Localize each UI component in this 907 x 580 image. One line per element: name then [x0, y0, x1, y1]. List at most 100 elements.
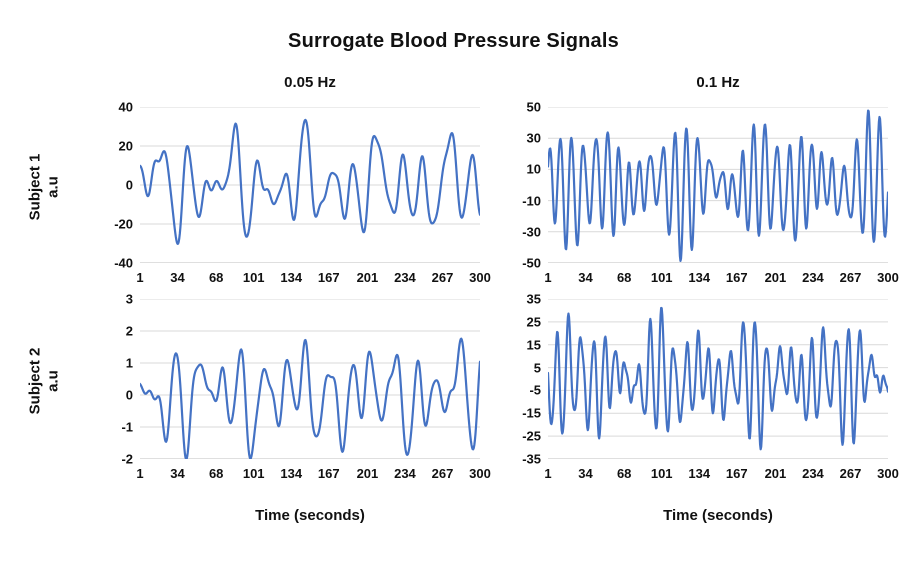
x-tick-label: 167: [725, 466, 748, 481]
x-tick-label: 300: [469, 466, 491, 481]
corner-spacer: [16, 67, 72, 97]
y-tick-label: -2: [121, 451, 133, 467]
y-tick-label: 5: [533, 360, 541, 376]
x-tick-label: 167: [317, 466, 340, 481]
x-tick-label: 1: [136, 466, 144, 481]
x-axis-label-right: Time (seconds): [663, 507, 773, 524]
x-tick-label: 68: [208, 270, 224, 285]
y-tick-label: 50: [526, 99, 541, 115]
y-tick-label: 15: [526, 337, 541, 353]
row-label-subject-2-unit: a.u: [44, 370, 61, 392]
subplot-grid: 0.05 Hz 0.1 Hz Subject 1 a.u -40 -20 0 20 40…: [16, 67, 907, 539]
bottom-left-spacer: [16, 495, 72, 539]
line-chart-svg: [140, 107, 480, 263]
x-tick-label: 101: [650, 270, 673, 285]
x-axis-ticks: 1 34 68 101 134 167 201 234 267 300: [136, 263, 490, 289]
y-axis-ticks: -40 -20 0 20 40: [98, 100, 140, 271]
x-tick-label: 134: [688, 270, 711, 285]
x-tick-label: 267: [431, 466, 454, 481]
y-tick-label: -20: [114, 216, 133, 232]
y-tick-label: -50: [522, 255, 541, 271]
x-tick-label: 68: [616, 270, 632, 285]
x-tick-label: 34: [578, 270, 593, 285]
x-axis-ticks: 1 34 68 101 134 167 201 234 267 300: [136, 459, 490, 485]
x-tick-label: 68: [208, 466, 224, 481]
signal-line: [140, 339, 480, 459]
x-tick-label: 134: [280, 270, 303, 285]
row-label-subject-1: Subject 1 a.u: [16, 107, 72, 289]
x-tick-label: 1: [136, 270, 144, 285]
y-tick-label: 10: [526, 161, 541, 177]
x-tick-label: 167: [317, 270, 340, 285]
x-tick-label: 201: [764, 270, 787, 285]
plot-area: [140, 107, 480, 263]
x-tick-label: 34: [170, 466, 185, 481]
y-tick-label: 40: [118, 99, 133, 115]
x-tick-label: 300: [469, 270, 491, 285]
row-label-subject-2-text: Subject 2: [26, 347, 43, 415]
y-tick-label: -15: [522, 405, 541, 421]
figure-title: Surrogate Blood Pressure Signals: [288, 30, 619, 52]
signal-line: [140, 120, 480, 244]
x-tick-label: 101: [242, 466, 265, 481]
x-tick-label: 267: [431, 270, 454, 285]
x-tick-label: 234: [802, 270, 824, 285]
x-axis-ticks: 1 34 68 101 134 167 201 234 267 300: [544, 459, 898, 485]
y-tick-label: 3: [125, 291, 133, 307]
y-tick-label: 1: [125, 355, 133, 371]
signal-line: [548, 308, 888, 449]
x-tick-label: 201: [356, 466, 379, 481]
x-tick-label: 68: [616, 466, 632, 481]
y-tick-label: 20: [118, 138, 133, 154]
panel-subject2-0.05hz: -2 -1 0 1 2 3 1 34 68 101 134 167 201 234 267 300: [98, 292, 490, 485]
plot-area: [548, 299, 888, 459]
y-tick-label: 35: [526, 291, 541, 307]
plot-area: [548, 107, 888, 263]
y-tick-label: -40: [114, 255, 133, 271]
y-tick-label: 0: [125, 387, 133, 403]
signal-line: [548, 111, 888, 261]
x-tick-label: 234: [394, 466, 416, 481]
x-tick-label: 101: [650, 466, 673, 481]
y-tick-label: 25: [526, 314, 541, 330]
x-tick-label: 234: [394, 270, 416, 285]
y-axis-ticks: -35 -25 -15 -5 5 15 25 35: [506, 292, 548, 467]
panel-subject1-0.05hz: -40 -20 0 20 40 1 34 68 101 134 167 201 234 267 300: [98, 100, 491, 289]
x-tick-label: 234: [802, 466, 824, 481]
x-tick-label: 101: [242, 270, 265, 285]
y-tick-label: -35: [522, 451, 541, 467]
x-tick-label: 300: [877, 270, 899, 285]
y-tick-label: -25: [522, 428, 541, 444]
row-label-subject-2: Subject 2 a.u: [16, 299, 72, 485]
y-tick-label: -1: [121, 419, 133, 435]
x-tick-label: 134: [280, 466, 303, 481]
panel-subject2-0.1hz: -35 -25 -15 -5 5 15 25 35 1 34 68 101 134 167 201 234 2…: [506, 292, 899, 485]
x-tick-label: 1: [544, 270, 552, 285]
y-tick-label: -30: [522, 224, 541, 240]
row-label-subject-1-unit: a.u: [44, 176, 61, 198]
line-chart-svg: [548, 299, 888, 459]
x-tick-label: 300: [877, 466, 899, 481]
y-tick-label: -10: [522, 193, 541, 209]
x-tick-label: 201: [764, 466, 787, 481]
x-tick-label: 267: [839, 270, 862, 285]
line-chart-svg: [140, 299, 480, 459]
plot-area: [140, 299, 480, 459]
row-label-subject-1-text: Subject 1: [26, 153, 43, 221]
panel-subject1-0.1hz: -50 -30 -10 10 30 50 1 34 68 101 134 167 201 234 267 3…: [506, 100, 899, 289]
y-axis-ticks: -50 -30 -10 10 30 50: [506, 100, 548, 271]
y-tick-label: 2: [125, 323, 133, 339]
y-axis-ticks: -2 -1 0 1 2 3: [98, 292, 140, 467]
line-chart-svg: [548, 107, 888, 263]
x-tick-label: 34: [170, 270, 185, 285]
x-axis-ticks: 1 34 68 101 134 167 201 234 267 300: [544, 263, 898, 289]
x-tick-label: 134: [688, 466, 711, 481]
x-tick-label: 167: [725, 270, 748, 285]
column-header-0.05hz: 0.05 Hz: [284, 73, 336, 91]
x-tick-label: 34: [578, 466, 593, 481]
column-header-0.1hz: 0.1 Hz: [696, 73, 740, 91]
x-tick-label: 267: [839, 466, 862, 481]
x-axis-label-left: Time (seconds): [255, 507, 365, 524]
y-tick-label: -5: [529, 382, 541, 398]
y-tick-label: 30: [526, 130, 541, 146]
